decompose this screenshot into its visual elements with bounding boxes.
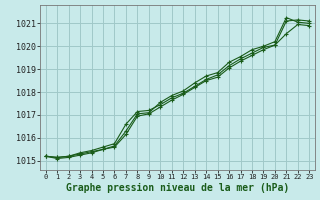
X-axis label: Graphe pression niveau de la mer (hPa): Graphe pression niveau de la mer (hPa) bbox=[66, 183, 289, 193]
